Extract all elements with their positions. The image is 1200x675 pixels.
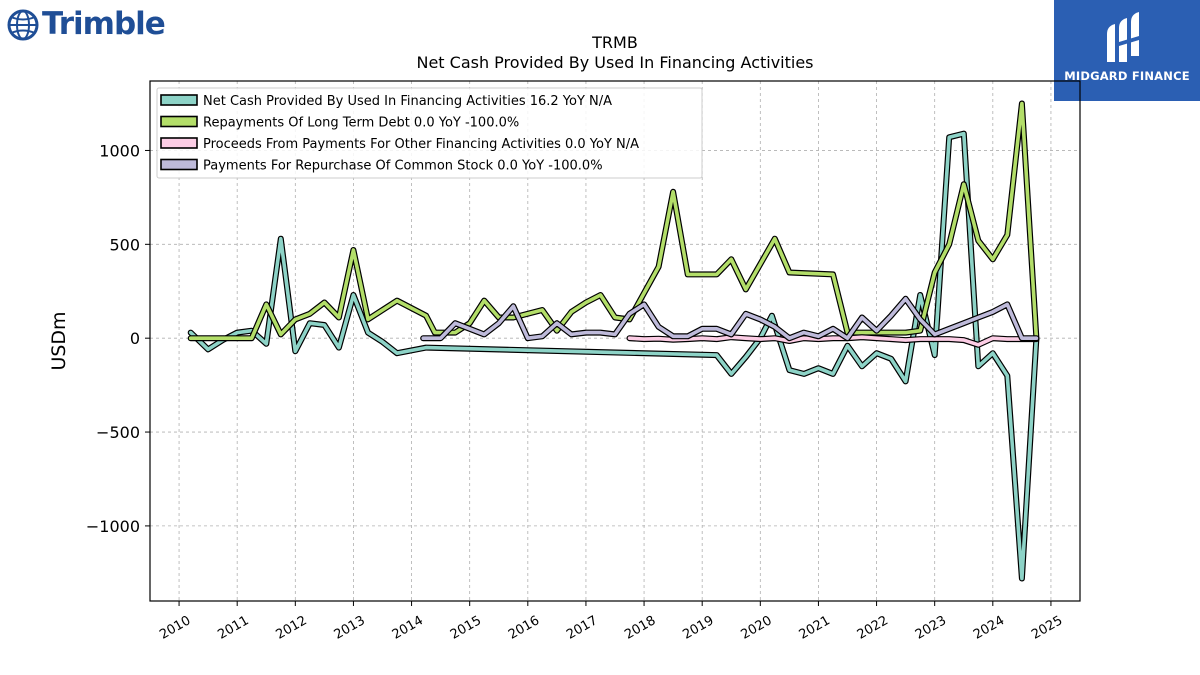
midgard-finance-wordmark: MIDGARD FINANCE: [1064, 69, 1190, 83]
y-axis-label: USDm: [48, 311, 70, 370]
trimble-wordmark: Trimble: [42, 6, 166, 42]
legend-box: [156, 87, 703, 179]
x-tick-label: 2021: [797, 613, 833, 643]
y-tick-label: −1000: [86, 517, 140, 536]
midgard-finance-badge: MIDGARD FINANCE: [1054, 0, 1200, 101]
x-tick-label: 2020: [738, 613, 774, 643]
x-tick-label: 2022: [855, 613, 891, 643]
legend-label: Repayments Of Long Term Debt 0.0 YoY -10…: [203, 116, 519, 131]
x-tick-label: 2014: [390, 613, 426, 643]
trimble-globe-icon: [7, 9, 39, 41]
legend: Net Cash Provided By Used In Financing A…: [156, 87, 703, 179]
x-tick-label: 2016: [506, 613, 542, 643]
x-tick-label: 2013: [332, 613, 368, 643]
chart-title: TRMB: [591, 33, 638, 52]
legend-swatch: [160, 115, 198, 128]
y-tick-label: 1000: [99, 141, 140, 160]
series-line: [188, 131, 1039, 581]
y-tick-label: 500: [109, 235, 140, 254]
legend-swatch: [160, 94, 198, 106]
x-tick-label: 2025: [1029, 613, 1065, 643]
x-tick-label: 2010: [157, 613, 193, 643]
x-tick-label: 2018: [622, 613, 658, 643]
legend-label: Payments For Repurchase Of Common Stock …: [203, 159, 603, 174]
x-tick-label: 2011: [215, 613, 251, 643]
legend-swatch: [160, 137, 198, 149]
x-tick-label: 2012: [273, 613, 309, 643]
x-axis-ticks: 2010 2011 2012 2013 2014 2015 2016 2017 2018 2019…: [157, 601, 1065, 643]
y-tick-label: −500: [96, 423, 140, 442]
legend-swatch: [160, 158, 198, 171]
x-tick-label: 2017: [564, 613, 600, 643]
x-tick-label: 2023: [913, 613, 949, 643]
x-tick-label: 2015: [448, 613, 484, 643]
series-lines: [187, 100, 1040, 582]
series-line: [627, 335, 1039, 347]
plot-frame: [149, 80, 1081, 602]
trimble-logo: Trimble: [6, 6, 176, 46]
legend-label: Proceeds From Payments For Other Financi…: [203, 137, 639, 152]
legend-label: Net Cash Provided By Used In Financing A…: [203, 94, 612, 109]
series-line: [188, 101, 1039, 341]
series-line: [421, 296, 1039, 341]
y-axis-ticks: −1000 −500 0 500 1000: [86, 141, 150, 536]
x-tick-label: 2024: [971, 613, 1007, 643]
chart-subtitle: Net Cash Provided By Used In Financing A…: [416, 53, 813, 72]
y-tick-label: 0: [130, 329, 140, 348]
midgard-emblem-icon: [1107, 12, 1139, 62]
x-tick-label: 2019: [680, 613, 716, 643]
